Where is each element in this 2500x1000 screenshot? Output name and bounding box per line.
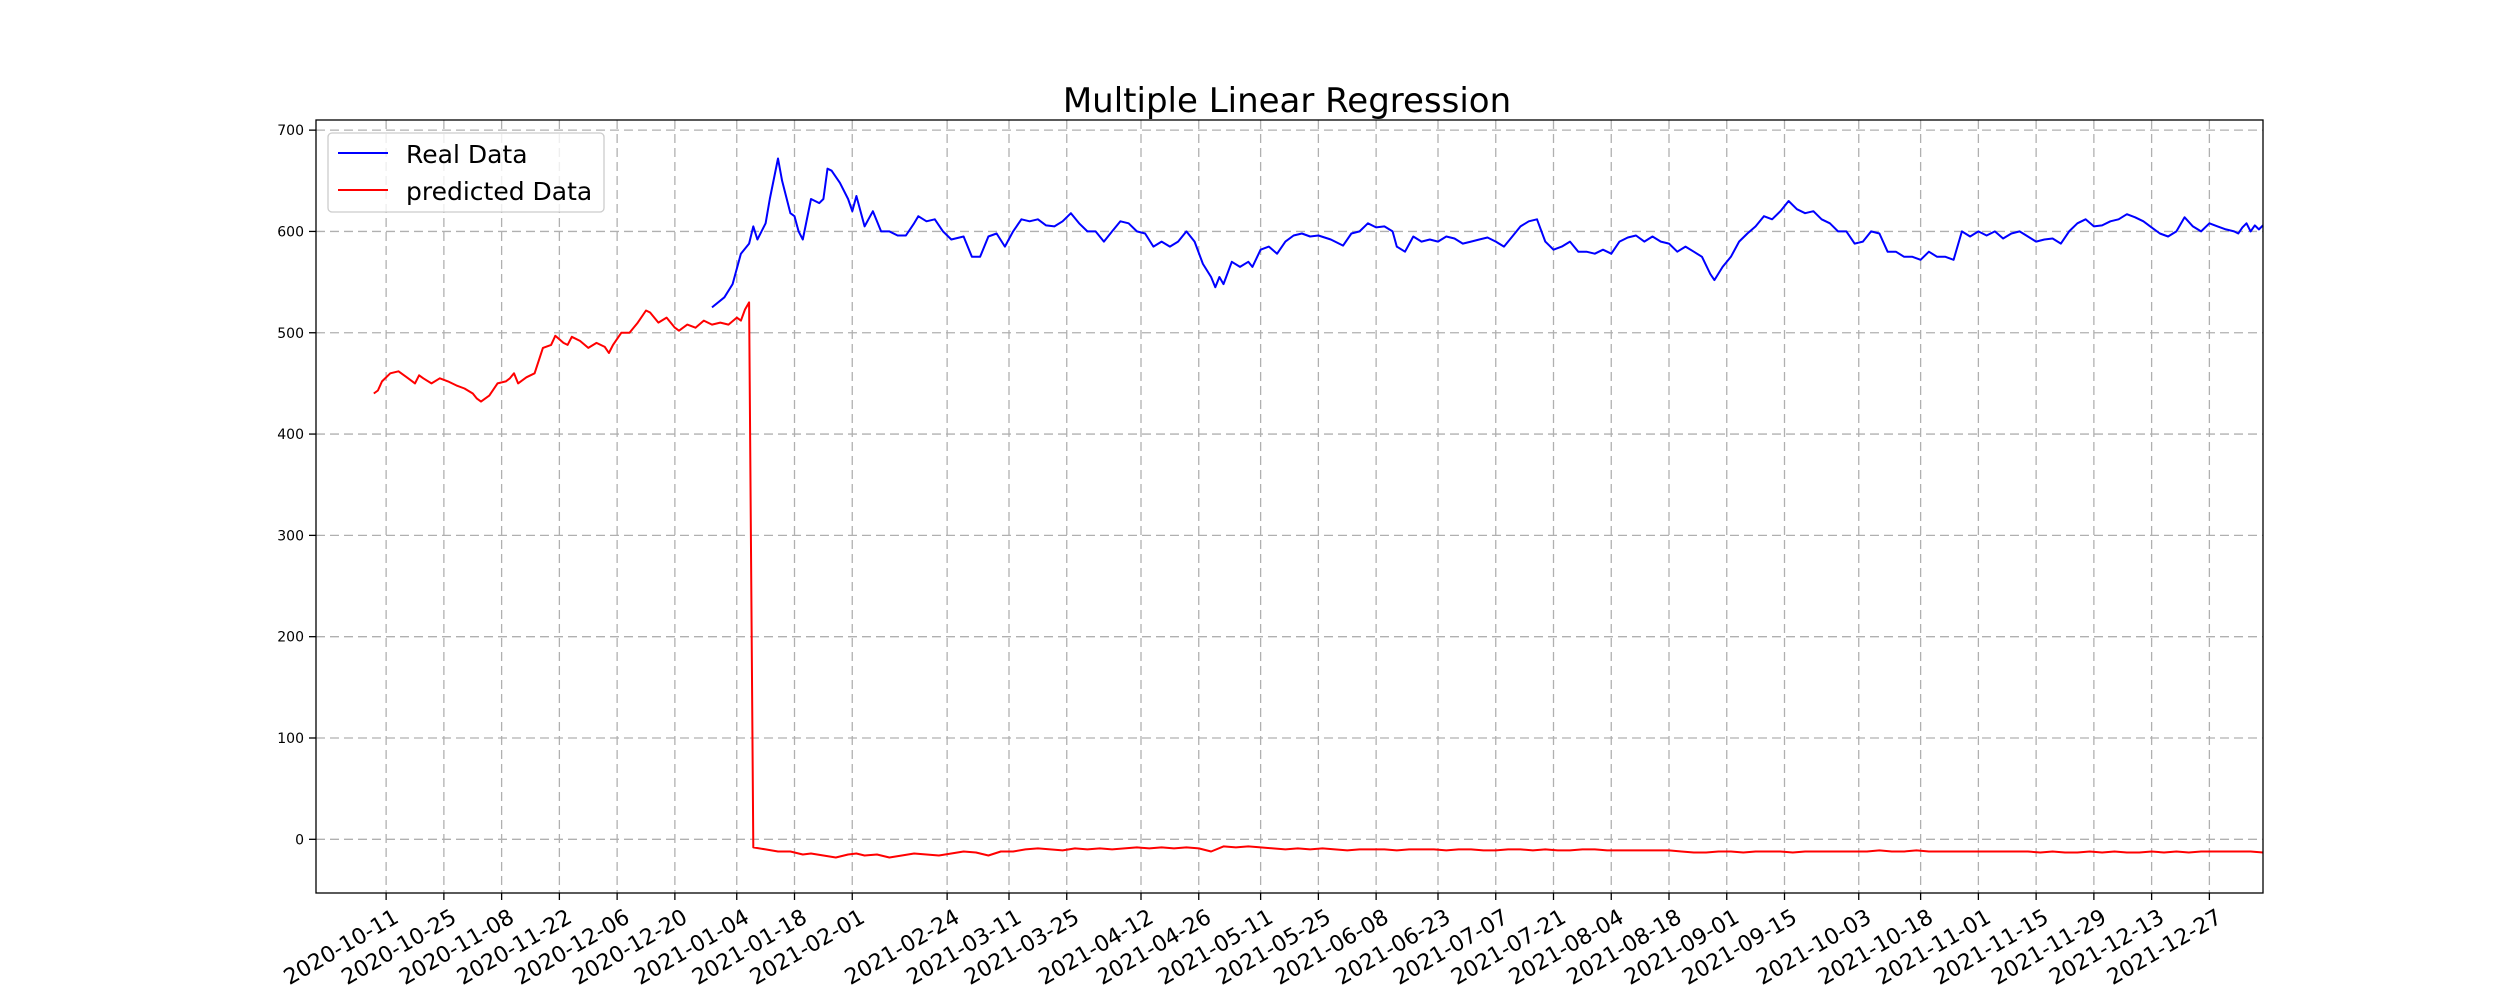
y-tick-label: 0 bbox=[295, 832, 304, 848]
y-tick-label: 500 bbox=[277, 326, 304, 342]
legend-label-real-data: Real Data bbox=[406, 140, 528, 169]
y-axis: 0 100 200 300 400 500 600 700 bbox=[277, 123, 316, 848]
legend: Real Data predicted Data bbox=[327, 132, 605, 213]
y-tick-label: 400 bbox=[277, 427, 304, 443]
y-tick-label: 300 bbox=[277, 528, 304, 544]
legend-box bbox=[327, 132, 605, 213]
y-tick-label: 100 bbox=[277, 731, 304, 747]
y-tick-label: 700 bbox=[277, 123, 304, 139]
series-line-predicted-data bbox=[373, 301, 2264, 859]
chart-title: Multiple Linear Regression bbox=[1063, 81, 1511, 121]
series-line-real-data bbox=[711, 157, 2264, 309]
plot-area-frame bbox=[315, 119, 2264, 894]
series-layer bbox=[373, 157, 2264, 859]
legend-label-predicted-data: predicted Data bbox=[406, 177, 592, 206]
y-tick-label: 200 bbox=[277, 630, 304, 646]
y-tick-label: 600 bbox=[277, 224, 304, 240]
x-axis: 2020-10-112020-10-252020-11-082020-11-22… bbox=[280, 893, 2226, 991]
